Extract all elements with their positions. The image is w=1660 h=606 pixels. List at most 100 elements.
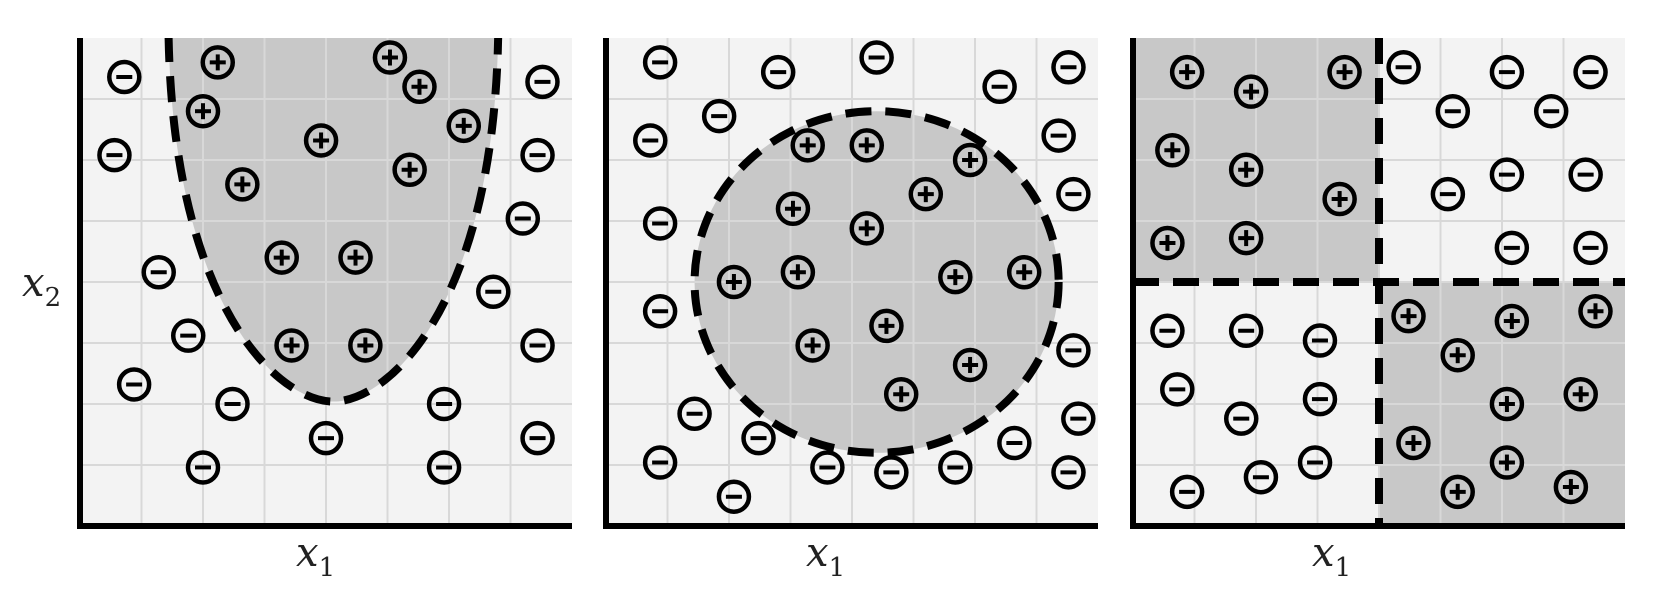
negative-sample-icon	[215, 386, 250, 422]
negative-sample-icon	[1494, 230, 1530, 266]
negative-sample-icon	[1568, 157, 1603, 192]
positive-sample-icon	[780, 254, 816, 290]
positive-sample-icon	[795, 328, 830, 363]
positive-sample-icon	[1006, 254, 1042, 290]
panels-group	[77, 38, 1625, 529]
positive-sample-icon	[1489, 445, 1525, 480]
positive-sample-icon	[303, 123, 339, 158]
positive-region	[168, 38, 499, 402]
negative-sample-icon	[1302, 323, 1338, 358]
decision-boundary	[1133, 38, 1625, 526]
quadrant-panel	[1130, 38, 1625, 529]
positive-sample-icon	[348, 328, 383, 363]
negative-sample-icon	[1061, 401, 1096, 436]
negative-sample-icon	[1051, 50, 1086, 85]
negative-sample-icon	[1533, 93, 1569, 129]
negative-sample-icon	[760, 54, 796, 90]
decision-boundary	[164, 38, 503, 406]
positive-sample-icon	[392, 152, 427, 188]
positive-sample-icon	[1396, 425, 1431, 461]
x-axis-label-panel-2: x1	[806, 530, 845, 583]
negative-sample-icon	[1573, 54, 1608, 90]
y-axis-label: x2	[22, 260, 61, 313]
negative-sample-icon	[1041, 118, 1076, 153]
negative-sample-icon	[520, 420, 555, 456]
positive-sample-icon	[790, 128, 825, 163]
negative-sample-icon	[170, 318, 206, 353]
negative-sample-icon	[741, 420, 776, 456]
positive-sample-icon	[1233, 74, 1269, 109]
positive-sample-icon	[1228, 152, 1264, 188]
negative-sample-icon	[1386, 50, 1421, 85]
positive-sample-icon	[200, 45, 236, 80]
negative-sample-icon	[1169, 474, 1205, 510]
x-axis-label-panel-3: x1	[1312, 530, 1351, 583]
positive-sample-icon	[1553, 469, 1589, 505]
positive-sample-icon	[446, 108, 482, 144]
positive-sample-icon	[1150, 225, 1185, 261]
negative-sample-icon	[701, 98, 737, 134]
positive-sample-icon	[716, 264, 752, 300]
circle-panel	[603, 38, 1098, 529]
positive-sample-icon	[372, 40, 408, 75]
positive-sample-icon	[938, 259, 973, 295]
positive-sample-icon	[908, 176, 944, 212]
positive-sample-icon	[952, 142, 988, 178]
positive-sample-icon	[849, 128, 885, 163]
positive-sample-icon	[274, 328, 309, 363]
negative-sample-icon	[97, 137, 132, 173]
negative-sample-icon	[1051, 455, 1086, 490]
positive-sample-icon	[1440, 474, 1475, 510]
negative-sample-icon	[938, 450, 973, 485]
negative-sample-icon	[520, 137, 555, 173]
negative-sample-icon	[107, 59, 142, 95]
negative-sample-icon	[1489, 54, 1525, 90]
negative-sample-icon	[1150, 313, 1185, 349]
positive-sample-icon	[1391, 298, 1426, 334]
negative-sample-icon	[308, 420, 344, 456]
positive-sample-icon	[1563, 376, 1598, 412]
positive-sample-icon	[1169, 54, 1205, 90]
negative-sample-icon	[1160, 372, 1195, 407]
x-axis-label-panel-1: x1	[296, 530, 335, 583]
negative-sample-icon	[642, 294, 678, 329]
positive-sample-icon	[1489, 386, 1525, 422]
negative-sample-icon	[1228, 313, 1264, 349]
negative-sample-icon	[520, 328, 555, 363]
positive-sample-icon	[225, 167, 260, 202]
negative-sample-icon	[116, 367, 152, 402]
positive-sample-icon	[1327, 54, 1362, 90]
negative-sample-icon	[1573, 230, 1608, 266]
negative-sample-icon	[505, 201, 541, 236]
negative-sample-icon	[525, 64, 560, 100]
negative-sample-icon	[185, 450, 221, 485]
positive-sample-icon	[849, 211, 885, 246]
positive-sample-icon	[402, 69, 437, 105]
negative-sample-icon	[426, 450, 462, 485]
negative-sample-icon	[1489, 157, 1525, 192]
negative-sample-icon	[982, 69, 1017, 105]
positive-sample-icon	[338, 240, 373, 275]
negative-sample-icon	[1056, 176, 1091, 212]
negative-sample-icon	[633, 123, 668, 158]
positive-sample-icon	[775, 191, 811, 227]
positive-sample-icon	[869, 308, 904, 344]
negative-sample-icon	[1243, 459, 1279, 495]
negative-sample-icon	[642, 206, 678, 241]
negative-sample-icon	[642, 45, 678, 80]
parabola-panel	[77, 38, 572, 529]
positive-sample-icon	[264, 240, 299, 275]
positive-sample-icon	[883, 376, 919, 412]
grid-lines	[80, 38, 572, 526]
negative-sample-icon	[810, 450, 845, 485]
negative-sample-icon	[1223, 401, 1259, 436]
negative-sample-icon	[426, 386, 462, 422]
negative-sample-icon	[1435, 93, 1471, 129]
negative-sample-icon	[1056, 333, 1091, 368]
positive-sample-icon	[1155, 132, 1190, 168]
positive-sample-icon	[952, 347, 988, 383]
negative-sample-icon	[859, 40, 894, 75]
negative-sample-icon	[716, 479, 752, 514]
positive-sample-icon	[1494, 303, 1530, 339]
